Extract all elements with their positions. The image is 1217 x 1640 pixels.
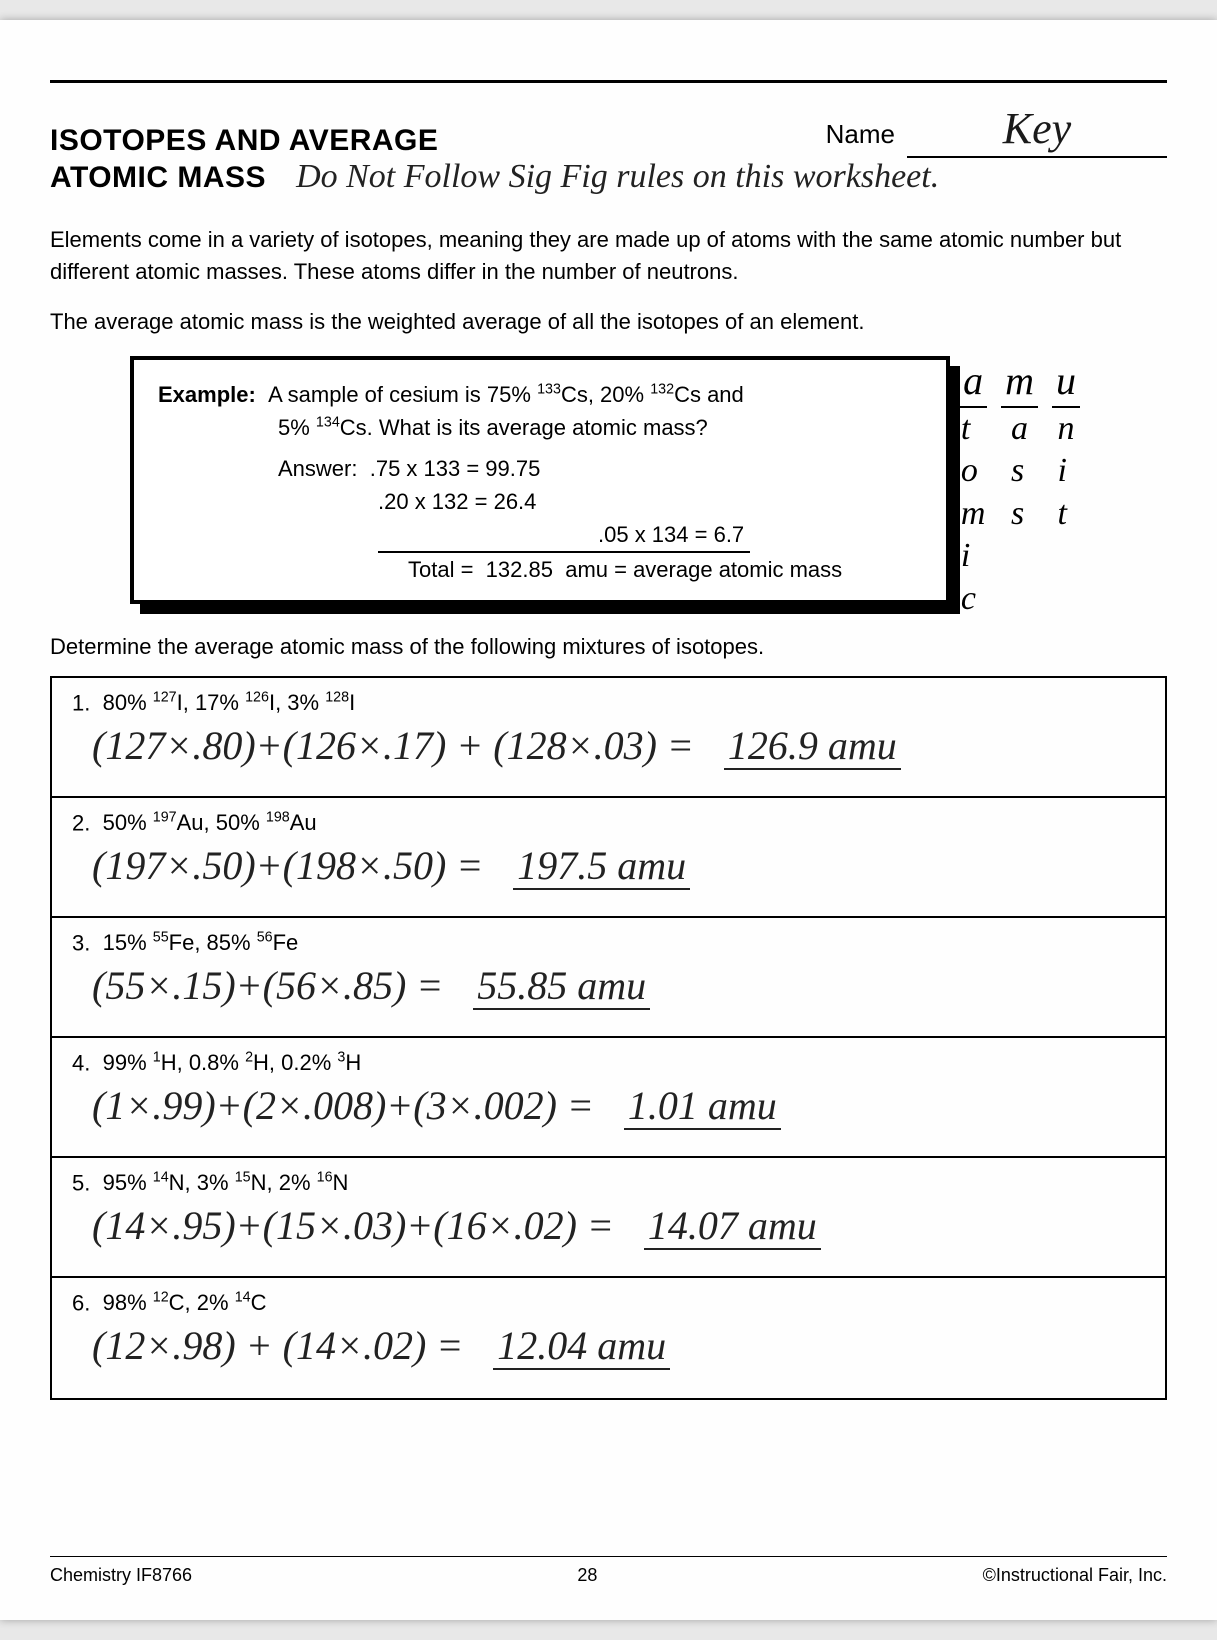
margin-col-m: m a s s [1001, 356, 1038, 621]
problem-isotopes: 50% 197Au, 50% 198Au [103, 810, 317, 835]
title-line-1: ISOTOPES AND AVERAGE [50, 124, 438, 158]
problems-table: 1. 80% 127I, 17% 126I, 3% 128I (127×.80)+… [50, 676, 1167, 1400]
example-answer-row: Answer: .75 x 133 = 99.75 [158, 452, 922, 485]
problem-answer: 1.01 amu [624, 1083, 781, 1130]
header-row: ISOTOPES AND AVERAGE Name Key [50, 103, 1167, 158]
problem-row: 1. 80% 127I, 17% 126I, 3% 128I (127×.80)+… [52, 678, 1165, 798]
page-footer: Chemistry IF8766 28 ©Instructional Fair,… [50, 1556, 1167, 1586]
problem-question: 5. 95% 14N, 3% 15N, 2% 16N [72, 1170, 1145, 1196]
example-question-l2: 5% 134Cs. What is its average atomic mas… [158, 411, 922, 444]
subtitle-row: ATOMIC MASS Do Not Follow Sig Fig rules … [50, 158, 1167, 196]
example-calc-2: .20 x 132 = 26.4 [158, 485, 922, 518]
problem-row: 5. 95% 14N, 3% 15N, 2% 16N (14×.95)+(15×.… [52, 1158, 1165, 1278]
problem-number: 5. [72, 1170, 90, 1195]
example-calc-3: .05 x 134 = 6.7 [378, 518, 750, 553]
problem-work: (12×.98) + (14×.02) = 12.04 amu [72, 1322, 1145, 1369]
problem-question: 2. 50% 197Au, 50% 198Au [72, 810, 1145, 836]
problem-question: 4. 99% 1H, 0.8% 2H, 0.2% 3H [72, 1050, 1145, 1076]
problem-isotopes: 80% 127I, 17% 126I, 3% 128I [103, 690, 356, 715]
intro-p2: The average atomic mass is the weighted … [50, 306, 1167, 338]
handwritten-note: Do Not Follow Sig Fig rules on this work… [296, 158, 939, 196]
problem-answer: 55.85 amu [473, 963, 650, 1010]
example-box: Example: A sample of cesium is 75% 133Cs… [130, 356, 950, 604]
example-wrap: Example: A sample of cesium is 75% 133Cs… [130, 356, 950, 604]
example-question: Example: A sample of cesium is 75% 133Cs… [158, 378, 922, 411]
margin-amu-note: a t o m i c m a s s u n i t [959, 356, 1080, 621]
problem-row: 4. 99% 1H, 0.8% 2H, 0.2% 3H (1×.99)+(2×.0… [52, 1038, 1165, 1158]
margin-col-a: a t o m i c [959, 356, 987, 621]
problem-work: (197×.50)+(198×.50) = 197.5 amu [72, 842, 1145, 889]
top-rule [50, 80, 1167, 83]
problem-answer: 14.07 amu [644, 1203, 821, 1250]
problem-question: 3. 15% 55Fe, 85% 56Fe [72, 930, 1145, 956]
example-total: Total = 132.85 amu = average atomic mass [158, 553, 922, 586]
intro-text: Elements come in a variety of isotopes, … [50, 224, 1167, 338]
problem-question: 6. 98% 12C, 2% 14C [72, 1290, 1145, 1316]
problem-row: 6. 98% 12C, 2% 14C (12×.98) + (14×.02) = … [52, 1278, 1165, 1398]
problem-number: 2. [72, 810, 90, 835]
problem-row: 3. 15% 55Fe, 85% 56Fe (55×.15)+(56×.85) =… [52, 918, 1165, 1038]
problem-prompt: Determine the average atomic mass of the… [50, 634, 1167, 660]
problem-number: 3. [72, 930, 90, 955]
problem-number: 6. [72, 1290, 90, 1315]
intro-p1: Elements come in a variety of isotopes, … [50, 224, 1167, 288]
footer-left: Chemistry IF8766 [50, 1565, 192, 1586]
problem-work: (1×.99)+(2×.008)+(3×.002) = 1.01 amu [72, 1082, 1145, 1129]
name-block: Name Key [826, 103, 1167, 158]
problem-answer: 126.9 amu [724, 723, 901, 770]
problem-number: 1. [72, 690, 90, 715]
problem-isotopes: 99% 1H, 0.8% 2H, 0.2% 3H [103, 1050, 362, 1075]
problem-work: (14×.95)+(15×.03)+(16×.02) = 14.07 amu [72, 1202, 1145, 1249]
footer-right: ©Instructional Fair, Inc. [983, 1565, 1167, 1586]
problem-isotopes: 98% 12C, 2% 14C [103, 1290, 267, 1315]
problem-answer: 12.04 amu [493, 1323, 670, 1370]
problem-row: 2. 50% 197Au, 50% 198Au (197×.50)+(198×.5… [52, 798, 1165, 918]
margin-col-u: u n i t [1052, 356, 1080, 621]
problem-work: (127×.80)+(126×.17) + (128×.03) = 126.9 … [72, 722, 1145, 769]
example-label: Example: [158, 382, 256, 407]
title-line-2: ATOMIC MASS [50, 161, 266, 195]
problem-question: 1. 80% 127I, 17% 126I, 3% 128I [72, 690, 1145, 716]
footer-center: 28 [577, 1565, 597, 1586]
problem-isotopes: 15% 55Fe, 85% 56Fe [103, 930, 299, 955]
problem-number: 4. [72, 1050, 90, 1075]
problem-work: (55×.15)+(56×.85) = 55.85 amu [72, 962, 1145, 1009]
problem-answer: 197.5 amu [513, 843, 690, 890]
name-label: Name [826, 119, 895, 150]
problem-isotopes: 95% 14N, 3% 15N, 2% 16N [103, 1170, 349, 1195]
worksheet-page: ISOTOPES AND AVERAGE Name Key ATOMIC MAS… [0, 20, 1217, 1620]
answer-label: Answer: [278, 456, 357, 481]
name-value: Key [907, 103, 1167, 158]
